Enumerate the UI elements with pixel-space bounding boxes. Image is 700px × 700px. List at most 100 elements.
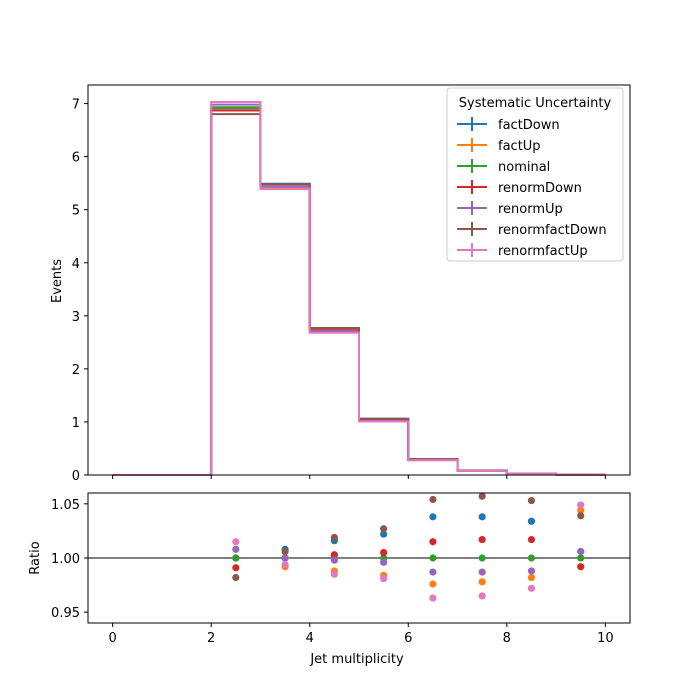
ratio-point bbox=[429, 513, 437, 521]
legend-item-renormDown: renormDown bbox=[457, 180, 582, 196]
legend-item-renormfactDown: renormfactDown bbox=[457, 222, 607, 238]
top-plot-frame bbox=[87, 84, 631, 476]
ratio-point bbox=[232, 554, 240, 562]
top-y-tick-label: 4 bbox=[72, 257, 80, 272]
top-y-tick: 0 bbox=[72, 469, 88, 484]
bottom-y-tick: 0.95 bbox=[51, 606, 88, 621]
bottom-x-tick-label: 10 bbox=[597, 631, 614, 646]
ratio-point bbox=[527, 517, 536, 525]
top-y-tick: 2 bbox=[72, 363, 88, 378]
legend-item-renormfactUp: renormfactUp bbox=[457, 243, 588, 259]
ratio-point bbox=[527, 573, 536, 582]
legend-box bbox=[446, 87, 624, 262]
ratio-point bbox=[330, 570, 338, 578]
ratio-point bbox=[527, 584, 536, 592]
bottom-y-tick-label: 1.00 bbox=[51, 552, 80, 567]
legend-item-factUp: factUp bbox=[457, 138, 541, 154]
ratio-point bbox=[330, 533, 338, 542]
legend-label: renormUp bbox=[498, 202, 563, 217]
top-y-tick: 3 bbox=[72, 310, 88, 325]
ratio-point bbox=[232, 545, 240, 553]
top-y-tick-label: 5 bbox=[72, 204, 80, 219]
ratio-point bbox=[281, 554, 289, 562]
ratio-point bbox=[232, 538, 240, 546]
bottom-y-tick: 1.05 bbox=[51, 498, 88, 513]
ratio-point bbox=[429, 568, 437, 576]
top-y-axis-label: Events bbox=[50, 259, 65, 303]
bottom-x-tick: 2 bbox=[207, 623, 215, 646]
ratio-point bbox=[281, 560, 289, 569]
legend-label: factDown bbox=[498, 118, 560, 133]
bottom-panel: 0.95 1.00 1.05 0 2 4 6 8 10 Ratio Jet multiplic… bbox=[28, 492, 631, 667]
legend-items: factDown factUp nominal renormDown renormUp r… bbox=[457, 117, 607, 259]
top-y-tick: 6 bbox=[72, 151, 88, 166]
legend-label: renormfactDown bbox=[498, 223, 607, 238]
top-y-tick-label: 3 bbox=[72, 310, 80, 325]
ratio-point bbox=[380, 574, 388, 583]
ratio-point bbox=[330, 556, 338, 564]
top-x-ticks bbox=[112, 475, 606, 479]
ratio-point bbox=[478, 554, 486, 562]
bottom-y-tick-label: 0.95 bbox=[51, 606, 80, 621]
top-y-tick-label: 6 bbox=[72, 151, 80, 166]
ratio-point bbox=[380, 548, 388, 557]
ratio-point bbox=[380, 525, 388, 533]
ratio-point bbox=[478, 535, 486, 544]
bottom-x-tick: 10 bbox=[597, 623, 614, 646]
ratio-point bbox=[330, 551, 338, 559]
top-y-tick: 4 bbox=[72, 257, 88, 272]
top-y-tick-label: 1 bbox=[72, 416, 80, 431]
ratio-point bbox=[577, 512, 585, 520]
bottom-y-axis-label: Ratio bbox=[28, 541, 43, 574]
ratio-point bbox=[577, 547, 585, 556]
bottom-y-ticks: 0.95 1.00 1.05 bbox=[51, 498, 88, 621]
ratio-point bbox=[478, 592, 486, 600]
legend-label: renormfactUp bbox=[498, 244, 588, 259]
ratio-point bbox=[527, 567, 536, 575]
ratio-series-renormfactUp bbox=[232, 501, 585, 602]
bottom-x-tick: 4 bbox=[306, 623, 314, 646]
ratio-point bbox=[281, 547, 289, 556]
legend-item-factDown: factDown bbox=[457, 117, 560, 133]
bottom-x-tick-label: 0 bbox=[108, 631, 116, 646]
legend-label: renormDown bbox=[498, 181, 582, 196]
ratio-points bbox=[232, 492, 585, 602]
ratio-point bbox=[577, 501, 585, 509]
ratio-point bbox=[527, 554, 536, 562]
top-y-tick: 7 bbox=[72, 98, 88, 113]
ratio-point bbox=[478, 568, 486, 576]
ratio-point bbox=[429, 495, 437, 504]
top-y-tick-label: 0 bbox=[72, 469, 80, 484]
bottom-x-tick-label: 2 bbox=[207, 631, 215, 646]
bottom-x-tick-label: 4 bbox=[306, 631, 314, 646]
legend-label: factUp bbox=[498, 139, 541, 154]
bottom-y-tick: 1.00 bbox=[51, 552, 88, 567]
ratio-point bbox=[478, 492, 486, 500]
ratio-point bbox=[232, 573, 240, 582]
ratio-point bbox=[478, 578, 486, 586]
ratio-point bbox=[429, 580, 437, 588]
bottom-x-tick: 6 bbox=[404, 623, 412, 646]
bottom-x-tick: 8 bbox=[503, 623, 511, 646]
bottom-x-tick: 0 bbox=[108, 623, 117, 646]
top-panel: 0 1 2 3 4 5 6 7 Events Systematic Uncertainty f… bbox=[50, 84, 631, 484]
top-y-ticks: 0 1 2 3 4 5 6 7 bbox=[72, 98, 88, 484]
bottom-y-tick-label: 1.05 bbox=[51, 498, 80, 513]
ratio-point bbox=[527, 535, 536, 544]
top-y-tick-label: 7 bbox=[72, 98, 80, 113]
ratio-point bbox=[577, 554, 585, 562]
ratio-point bbox=[429, 594, 437, 602]
ratio-point bbox=[380, 530, 388, 538]
legend-title: Systematic Uncertainty bbox=[459, 96, 612, 111]
legend-item-nominal: nominal bbox=[457, 159, 550, 175]
ratio-point bbox=[232, 564, 240, 572]
legend-item-renormUp: renormUp bbox=[457, 201, 563, 217]
ratio-point bbox=[429, 538, 437, 546]
ratio-series-renormfactDown bbox=[232, 492, 585, 582]
ratio-point bbox=[577, 506, 585, 514]
ratio-point bbox=[478, 513, 486, 521]
top-y-tick: 5 bbox=[72, 204, 88, 219]
legend: Systematic Uncertainty factDown factUp nom… bbox=[446, 87, 624, 262]
step-series-renormfactUp bbox=[112, 100, 606, 476]
top-y-tick: 1 bbox=[72, 416, 88, 431]
